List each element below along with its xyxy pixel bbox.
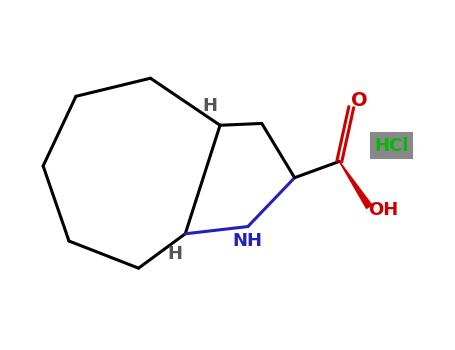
Text: NH: NH xyxy=(233,232,263,250)
Text: HCl: HCl xyxy=(374,136,409,155)
Polygon shape xyxy=(339,161,372,208)
Text: OH: OH xyxy=(369,201,399,219)
Text: H: H xyxy=(202,97,217,115)
Text: H: H xyxy=(168,245,183,263)
Text: O: O xyxy=(351,91,368,110)
